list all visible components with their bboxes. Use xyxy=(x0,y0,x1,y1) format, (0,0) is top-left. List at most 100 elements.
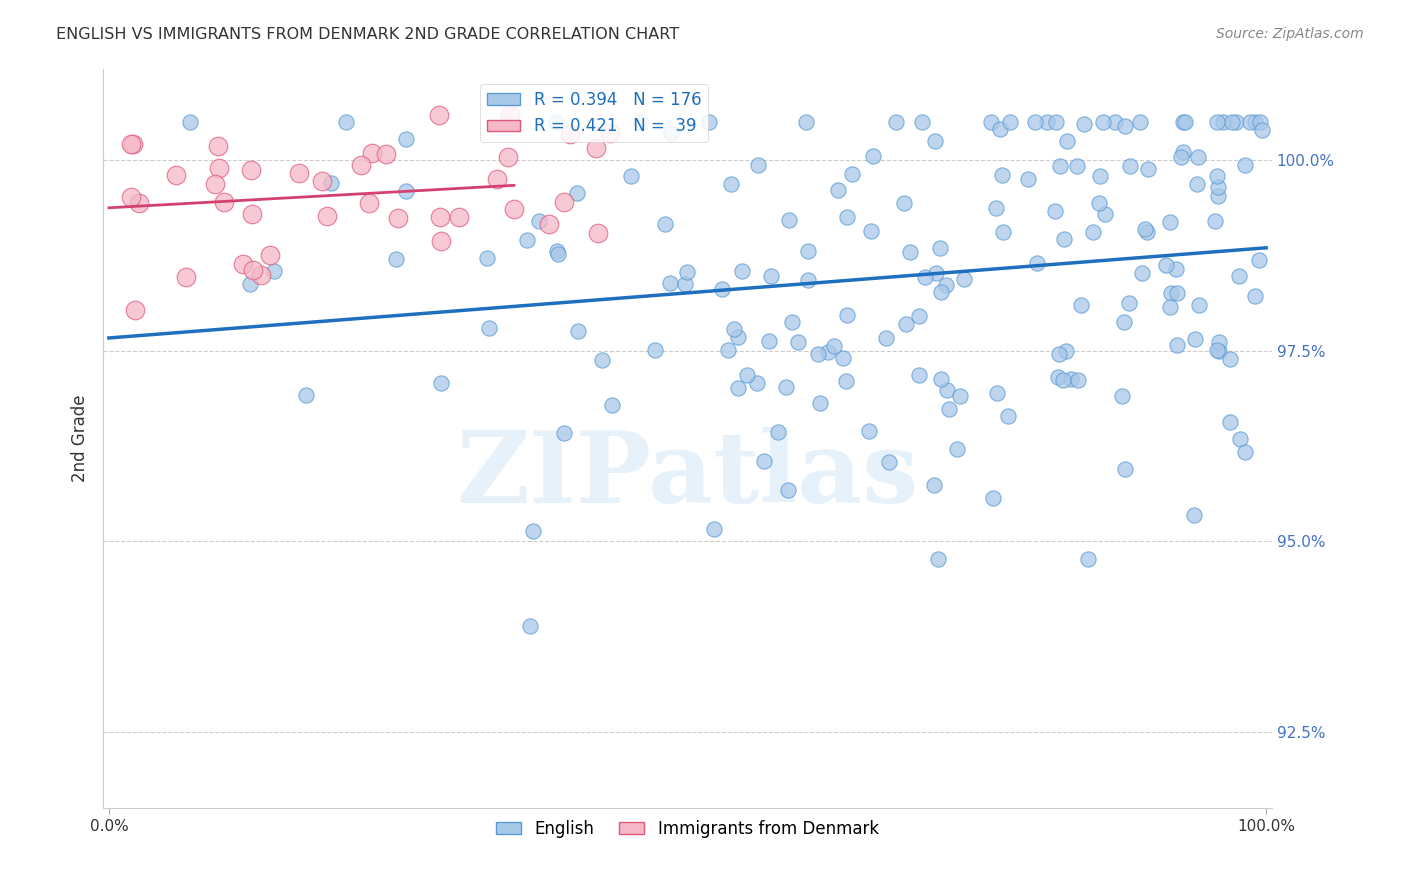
Point xyxy=(778,213,800,227)
Point xyxy=(1212,115,1234,129)
Point xyxy=(499,108,522,122)
Point xyxy=(1229,433,1251,447)
Point xyxy=(165,169,187,183)
Point xyxy=(430,376,453,390)
Point xyxy=(179,115,201,129)
Point xyxy=(567,186,589,201)
Point xyxy=(1170,150,1192,164)
Point xyxy=(1206,189,1229,203)
Point xyxy=(560,127,582,141)
Point xyxy=(697,115,720,129)
Point xyxy=(620,169,643,183)
Point xyxy=(250,268,273,282)
Point xyxy=(1070,298,1092,312)
Point xyxy=(1025,255,1047,269)
Point xyxy=(1206,343,1229,357)
Point xyxy=(1182,508,1205,522)
Point xyxy=(1119,159,1142,173)
Point xyxy=(1166,338,1188,352)
Point xyxy=(745,376,768,391)
Point xyxy=(1247,253,1270,268)
Point xyxy=(527,214,550,228)
Point xyxy=(591,353,613,368)
Point xyxy=(938,401,960,416)
Point xyxy=(124,303,146,318)
Point xyxy=(711,282,734,296)
Point xyxy=(630,115,652,129)
Point xyxy=(1239,115,1261,129)
Point xyxy=(1208,335,1230,350)
Point xyxy=(1188,298,1211,312)
Point xyxy=(1184,332,1206,346)
Point xyxy=(935,277,957,292)
Point xyxy=(1244,289,1267,303)
Point xyxy=(841,167,863,181)
Point xyxy=(360,145,382,160)
Point xyxy=(120,137,142,152)
Point xyxy=(984,201,1007,215)
Point xyxy=(980,115,1002,129)
Point xyxy=(128,195,150,210)
Point xyxy=(997,409,1019,423)
Point xyxy=(949,389,972,403)
Point xyxy=(544,115,567,129)
Point xyxy=(585,141,607,155)
Point xyxy=(1077,552,1099,566)
Point xyxy=(991,169,1014,183)
Point xyxy=(335,115,357,129)
Point xyxy=(1017,172,1039,186)
Point xyxy=(731,264,754,278)
Point xyxy=(780,315,803,329)
Point xyxy=(1045,203,1067,218)
Point xyxy=(797,244,820,259)
Point xyxy=(1073,117,1095,131)
Point xyxy=(898,245,921,260)
Point xyxy=(1054,344,1077,359)
Point xyxy=(703,522,725,536)
Point xyxy=(1136,225,1159,239)
Point xyxy=(1091,115,1114,129)
Point xyxy=(893,196,915,211)
Point xyxy=(239,277,262,291)
Point xyxy=(720,178,742,192)
Point xyxy=(387,211,409,225)
Point xyxy=(1104,115,1126,129)
Point xyxy=(735,368,758,382)
Point xyxy=(877,455,900,469)
Point xyxy=(659,126,682,140)
Point xyxy=(498,150,520,164)
Point xyxy=(242,207,264,221)
Point xyxy=(478,320,501,334)
Point xyxy=(1171,145,1194,159)
Point xyxy=(1187,150,1209,164)
Point xyxy=(1206,180,1229,194)
Point xyxy=(1204,214,1226,228)
Point xyxy=(644,343,666,357)
Point xyxy=(776,483,799,497)
Point xyxy=(242,263,264,277)
Point xyxy=(475,251,498,265)
Point xyxy=(991,225,1014,239)
Point xyxy=(1112,315,1135,329)
Point xyxy=(908,309,931,323)
Point xyxy=(212,195,235,210)
Point xyxy=(837,308,859,322)
Point xyxy=(1159,300,1181,314)
Point xyxy=(835,374,858,388)
Point xyxy=(240,163,263,178)
Point xyxy=(859,224,882,238)
Point xyxy=(120,190,142,204)
Point xyxy=(675,265,697,279)
Text: ENGLISH VS IMMIGRANTS FROM DENMARK 2ND GRADE CORRELATION CHART: ENGLISH VS IMMIGRANTS FROM DENMARK 2ND G… xyxy=(56,27,679,42)
Point xyxy=(1047,369,1070,384)
Point xyxy=(519,619,541,633)
Point xyxy=(1129,115,1152,129)
Point xyxy=(516,234,538,248)
Point xyxy=(1220,115,1243,129)
Point xyxy=(827,183,849,197)
Point xyxy=(547,247,569,261)
Point xyxy=(775,380,797,394)
Point xyxy=(1118,296,1140,310)
Point xyxy=(259,248,281,262)
Point xyxy=(1133,222,1156,236)
